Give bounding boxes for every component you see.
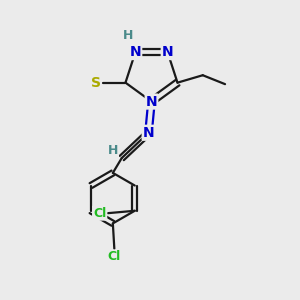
Text: Cl: Cl bbox=[93, 207, 106, 220]
Text: N: N bbox=[130, 45, 141, 59]
Text: H: H bbox=[108, 144, 118, 157]
Text: N: N bbox=[143, 126, 154, 140]
Text: H: H bbox=[123, 29, 133, 42]
Text: Cl: Cl bbox=[108, 250, 121, 263]
Text: N: N bbox=[162, 45, 173, 59]
Text: S: S bbox=[91, 76, 101, 90]
Text: N: N bbox=[146, 94, 157, 109]
